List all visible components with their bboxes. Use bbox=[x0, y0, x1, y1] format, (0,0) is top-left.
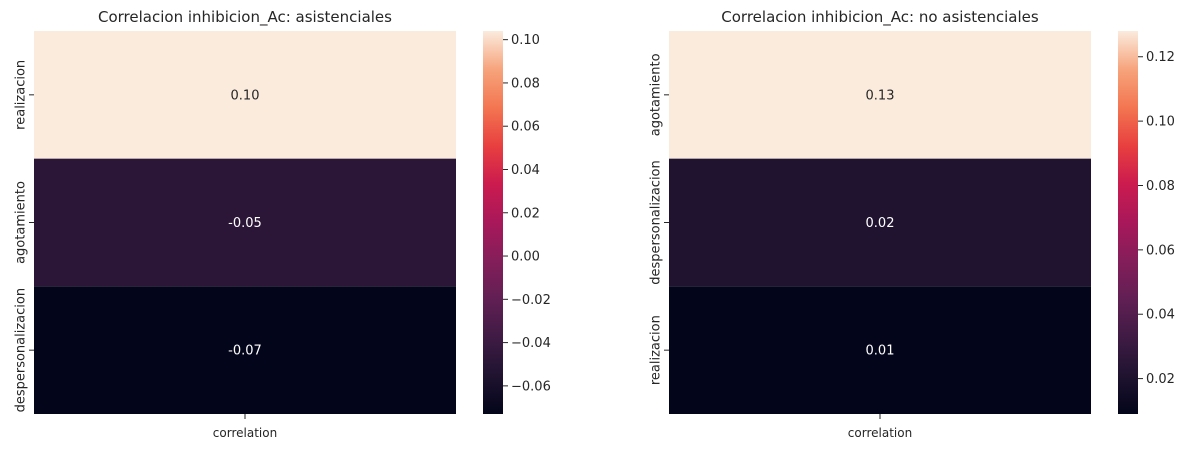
colorbar-tick-label: −0.04 bbox=[511, 336, 551, 351]
colorbar-tick-label: 0.04 bbox=[1146, 308, 1175, 323]
colorbar-tick-label: 0.08 bbox=[1146, 179, 1175, 194]
cell-value-label: -0.07 bbox=[228, 344, 262, 359]
heatmap-cells-asistenciales: 0.10 -0.05 -0.07 bbox=[34, 31, 456, 414]
chart-title-no-asistenciales: Correlacion inhibicion_Ac: no asistencia… bbox=[721, 8, 1039, 27]
row-labels-no-asistenciales: agotamiento despersonalizacion realizacion bbox=[649, 53, 669, 385]
cell-value-label: 0.10 bbox=[231, 88, 260, 103]
heatmap-cells-no-asistenciales: 0.13 0.02 0.01 bbox=[669, 31, 1091, 414]
y-tick-label: realizacion bbox=[14, 60, 29, 130]
heatmap-cell bbox=[34, 158, 456, 287]
colorbar-tick-label: 0.02 bbox=[1146, 372, 1175, 387]
colorbar-tick-label: −0.02 bbox=[511, 293, 551, 308]
x-tick-label-correlation: correlation bbox=[213, 426, 277, 440]
colorbar-tick-label: −0.06 bbox=[511, 379, 551, 394]
cell-value-label: -0.05 bbox=[228, 216, 262, 231]
heatmap-cell bbox=[669, 31, 1091, 159]
colorbar-tick-label: 0.00 bbox=[511, 250, 540, 265]
colorbar-tick-label: 0.02 bbox=[511, 206, 540, 221]
x-axis-asistenciales: correlation bbox=[213, 414, 277, 440]
colorbar-tick-label: 0.12 bbox=[1146, 50, 1175, 65]
colorbar-ticks-asistenciales: 0.10 0.08 0.06 0.04 0.02 0.00 −0.02 −0.04 −0.06 bbox=[503, 33, 551, 394]
x-tick-label-correlation: correlation bbox=[848, 426, 912, 440]
heatmap-panel-asistenciales: Correlacion inhibicion_Ac: asistenciales… bbox=[14, 8, 551, 440]
colorbar-tick-label: 0.08 bbox=[511, 76, 540, 91]
colorbar-no-asistenciales: 0.12 0.10 0.08 0.06 0.04 0.02 bbox=[1118, 31, 1175, 414]
colorbar-gradient bbox=[1118, 31, 1138, 414]
colorbar-asistenciales: 0.10 0.08 0.06 0.04 0.02 0.00 −0.02 −0.04 −0.06 bbox=[483, 31, 551, 414]
colorbar-tick-label: 0.04 bbox=[511, 163, 540, 178]
colorbar-tick-label: 0.06 bbox=[511, 120, 540, 135]
chart-title-asistenciales: Correlacion inhibicion_Ac: asistenciales bbox=[98, 8, 392, 27]
row-labels-asistenciales: realizacion agotamiento despersonalizacion bbox=[14, 60, 34, 413]
cell-value-label: 0.13 bbox=[866, 88, 895, 103]
y-tick-label: realizacion bbox=[649, 315, 664, 385]
heatmap-panel-no-asistenciales: Correlacion inhibicion_Ac: no asistencia… bbox=[649, 8, 1175, 440]
heatmap-cell bbox=[34, 31, 456, 159]
heatmap-cell bbox=[34, 286, 456, 414]
cell-value-label: 0.01 bbox=[866, 344, 895, 359]
colorbar-tick-label: 0.10 bbox=[1146, 115, 1175, 130]
colorbar-ticks-no-asistenciales: 0.12 0.10 0.08 0.06 0.04 0.02 bbox=[1138, 50, 1175, 387]
x-axis-no-asistenciales: correlation bbox=[848, 414, 912, 440]
cell-value-label: 0.02 bbox=[866, 216, 895, 231]
heatmap-cell bbox=[669, 286, 1091, 414]
y-tick-label: despersonalizacion bbox=[649, 160, 664, 285]
y-tick-label: agotamiento bbox=[14, 181, 29, 264]
colorbar-gradient bbox=[483, 31, 503, 414]
heatmap-cell bbox=[669, 158, 1091, 287]
colorbar-tick-label: 0.10 bbox=[511, 33, 540, 48]
y-tick-label: agotamiento bbox=[649, 53, 664, 136]
y-tick-label: despersonalizacion bbox=[14, 288, 29, 413]
colorbar-tick-label: 0.06 bbox=[1146, 243, 1175, 258]
